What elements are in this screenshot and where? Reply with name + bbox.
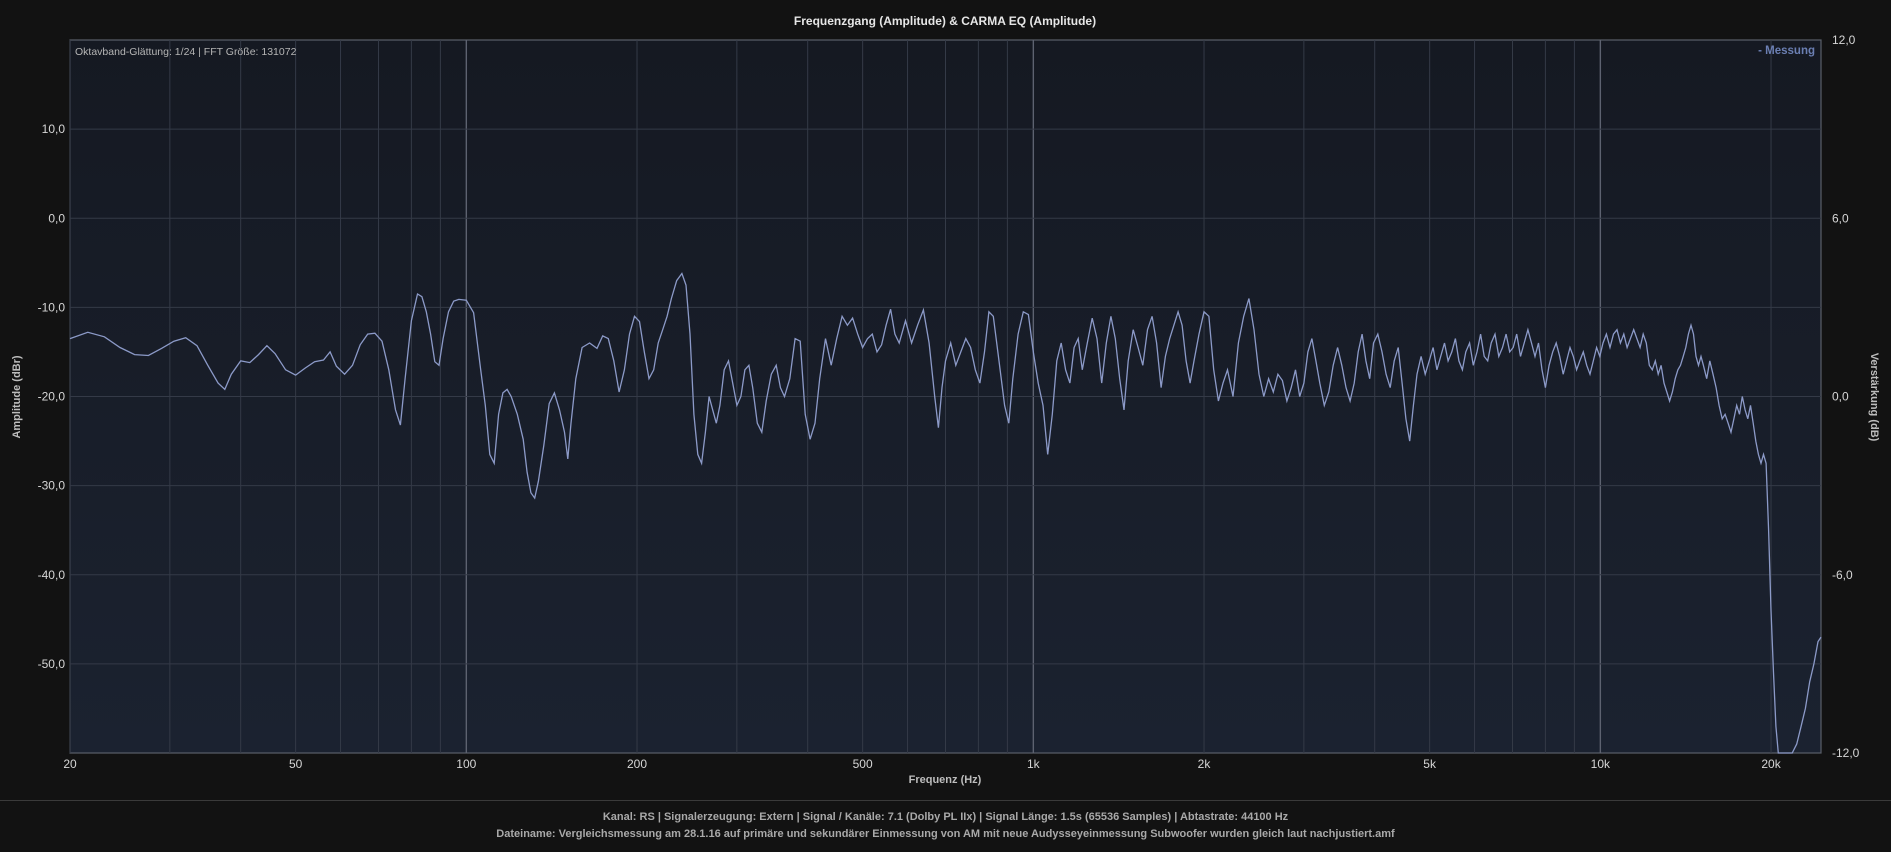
- y-tick-label: -20,0: [38, 390, 66, 404]
- status-footer: Kanal: RS | Signalerzeugung: Extern | Si…: [0, 800, 1891, 852]
- y2-axis-label: Verstärkung (dB): [1868, 353, 1880, 442]
- legend-entry-messung: - Messung: [1758, 45, 1815, 57]
- footer-filename: Dateiname: Vergleichsmessung am 28.1.16 …: [496, 828, 1395, 840]
- chart-title: Frequenzgang (Amplitude) & CARMA EQ (Amp…: [794, 14, 1096, 28]
- tick-labels: 20 50 100 200 500 1k 2k 5k 10k 20k 10,0 0,0 -10,0 -20…: [38, 33, 1860, 771]
- x-tick-label: 5k: [1423, 757, 1437, 771]
- y-tick-label: -30,0: [38, 479, 66, 493]
- series-line-messung: [69, 272, 1822, 754]
- y-tick-label: 10,0: [42, 122, 66, 136]
- x-tick-label: 20: [63, 757, 77, 771]
- chart-annotation: Oktavband-Glättung: 1/24 | FFT Größe: 13…: [75, 46, 297, 58]
- y-axis-label: Amplitude (dBr): [11, 355, 23, 438]
- y2-tick-label: 0,0: [1832, 390, 1849, 404]
- y2-tick-label: -12,0: [1832, 746, 1860, 760]
- y-tick-label: -10,0: [38, 300, 66, 314]
- x-tick-label: 10k: [1591, 757, 1611, 771]
- x-tick-label: 100: [456, 757, 476, 771]
- x-tick-label: 20k: [1761, 757, 1781, 771]
- x-tick-label: 500: [853, 757, 873, 771]
- x-tick-label: 200: [627, 757, 647, 771]
- x-tick-label: 50: [289, 757, 303, 771]
- y2-tick-label: 12,0: [1832, 33, 1856, 47]
- y2-tick-label: 6,0: [1832, 211, 1849, 225]
- x-tick-label: 2k: [1198, 757, 1212, 771]
- y-tick-label: -50,0: [38, 657, 66, 671]
- grid-lines: [69, 40, 1821, 753]
- footer-signal-info: Kanal: RS | Signalerzeugung: Extern | Si…: [602, 811, 1289, 823]
- x-tick-label: 1k: [1027, 757, 1041, 771]
- y-tick-label: -40,0: [38, 568, 66, 582]
- y-tick-label: 0,0: [48, 211, 65, 225]
- x-axis-label: Frequenz (Hz): [909, 774, 982, 786]
- frequency-response-chart: 20 50 100 200 500 1k 2k 5k 10k 20k 10,0 0,0 -10,0 -20…: [11, 14, 1880, 786]
- y2-tick-label: -6,0: [1832, 568, 1853, 582]
